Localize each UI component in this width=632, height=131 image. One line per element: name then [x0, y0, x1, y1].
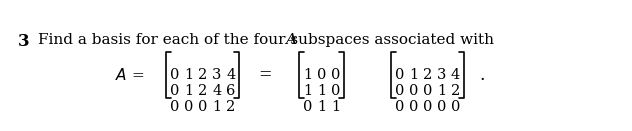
Text: 3: 3: [18, 33, 30, 50]
Text: 0: 0: [437, 100, 446, 114]
Text: 0: 0: [395, 68, 404, 82]
Text: 2: 2: [198, 84, 207, 98]
Text: 0: 0: [303, 100, 312, 114]
Text: =: =: [258, 67, 272, 83]
Text: 0: 0: [170, 84, 179, 98]
Text: 3: 3: [212, 68, 221, 82]
Text: :: :: [292, 33, 297, 47]
Text: 0: 0: [395, 100, 404, 114]
Text: 1: 1: [317, 84, 326, 98]
Text: 2: 2: [451, 84, 460, 98]
Text: 1: 1: [437, 84, 446, 98]
Text: 6: 6: [226, 84, 236, 98]
Text: 0: 0: [198, 100, 207, 114]
Text: 0: 0: [317, 68, 326, 82]
Text: 1: 1: [185, 68, 193, 82]
Text: A: A: [285, 33, 296, 47]
Text: .: .: [480, 67, 485, 83]
Text: 2: 2: [423, 68, 432, 82]
Text: 4: 4: [212, 84, 221, 98]
Text: 1: 1: [303, 68, 312, 82]
Text: 0: 0: [423, 100, 432, 114]
Text: 0: 0: [395, 84, 404, 98]
Text: 1: 1: [409, 68, 418, 82]
Text: 3: 3: [437, 68, 446, 82]
Text: 0: 0: [331, 84, 341, 98]
Text: $A$ =: $A$ =: [115, 67, 144, 83]
Text: 1: 1: [185, 84, 193, 98]
Text: Find a basis for each of the four subspaces associated with: Find a basis for each of the four subspa…: [38, 33, 499, 47]
Text: 0: 0: [409, 84, 418, 98]
Text: 1: 1: [317, 100, 326, 114]
Text: 4: 4: [226, 68, 236, 82]
Text: 0: 0: [451, 100, 460, 114]
Text: 0: 0: [184, 100, 193, 114]
Text: 0: 0: [170, 100, 179, 114]
Text: 2: 2: [198, 68, 207, 82]
Text: 0: 0: [423, 84, 432, 98]
Text: 1: 1: [331, 100, 340, 114]
Text: 1: 1: [303, 84, 312, 98]
Text: 1: 1: [212, 100, 221, 114]
Text: 0: 0: [409, 100, 418, 114]
Text: 0: 0: [170, 68, 179, 82]
Text: 4: 4: [451, 68, 460, 82]
Text: 2: 2: [226, 100, 236, 114]
Text: 0: 0: [331, 68, 341, 82]
